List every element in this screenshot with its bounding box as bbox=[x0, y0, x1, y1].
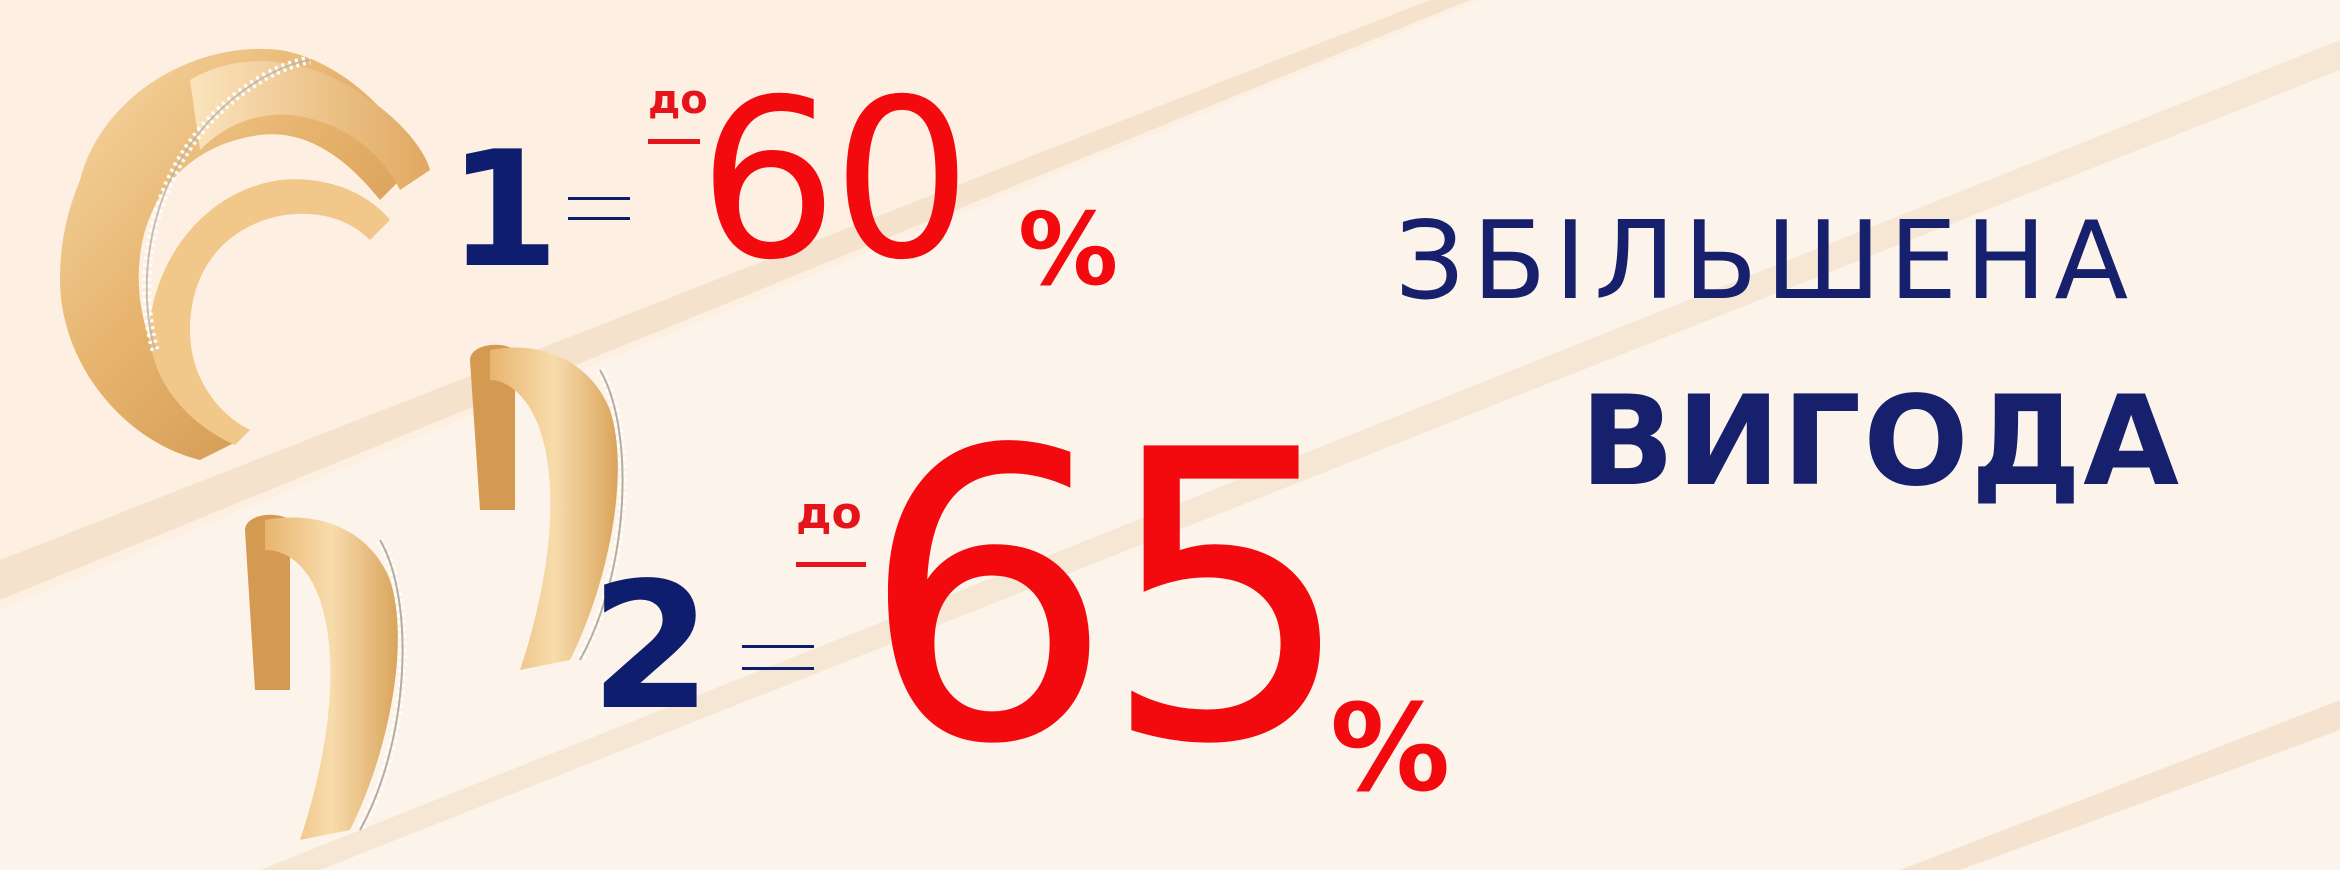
offer-2-equals-bottom bbox=[742, 667, 814, 670]
offer-1-equals-top bbox=[568, 197, 630, 200]
gold-ring-icon bbox=[60, 48, 430, 460]
offer-1-prefix-underline bbox=[648, 139, 700, 144]
offer-2-equals-top bbox=[742, 645, 814, 648]
offer-2-value: 65 bbox=[860, 367, 1355, 832]
offer-2-quantity: 2 bbox=[590, 546, 712, 749]
offer-1-value: 60 bbox=[698, 52, 972, 308]
offer-2-prefix-underline bbox=[796, 562, 866, 567]
offer-2-percent: % bbox=[1330, 680, 1451, 819]
headline-line-1: ЗБІЛЬШЕНА bbox=[1395, 199, 2137, 324]
offer-2-prefix: до bbox=[796, 488, 862, 539]
offer-1-percent: % bbox=[1018, 191, 1119, 308]
offer-1-quantity: 1 bbox=[448, 116, 560, 303]
headline-line-2: ВИГОДА bbox=[1580, 370, 2182, 514]
offer-1-prefix: до bbox=[648, 77, 708, 123]
gold-earrings-icon bbox=[245, 344, 627, 840]
offer-1-equals-bottom bbox=[568, 217, 630, 220]
